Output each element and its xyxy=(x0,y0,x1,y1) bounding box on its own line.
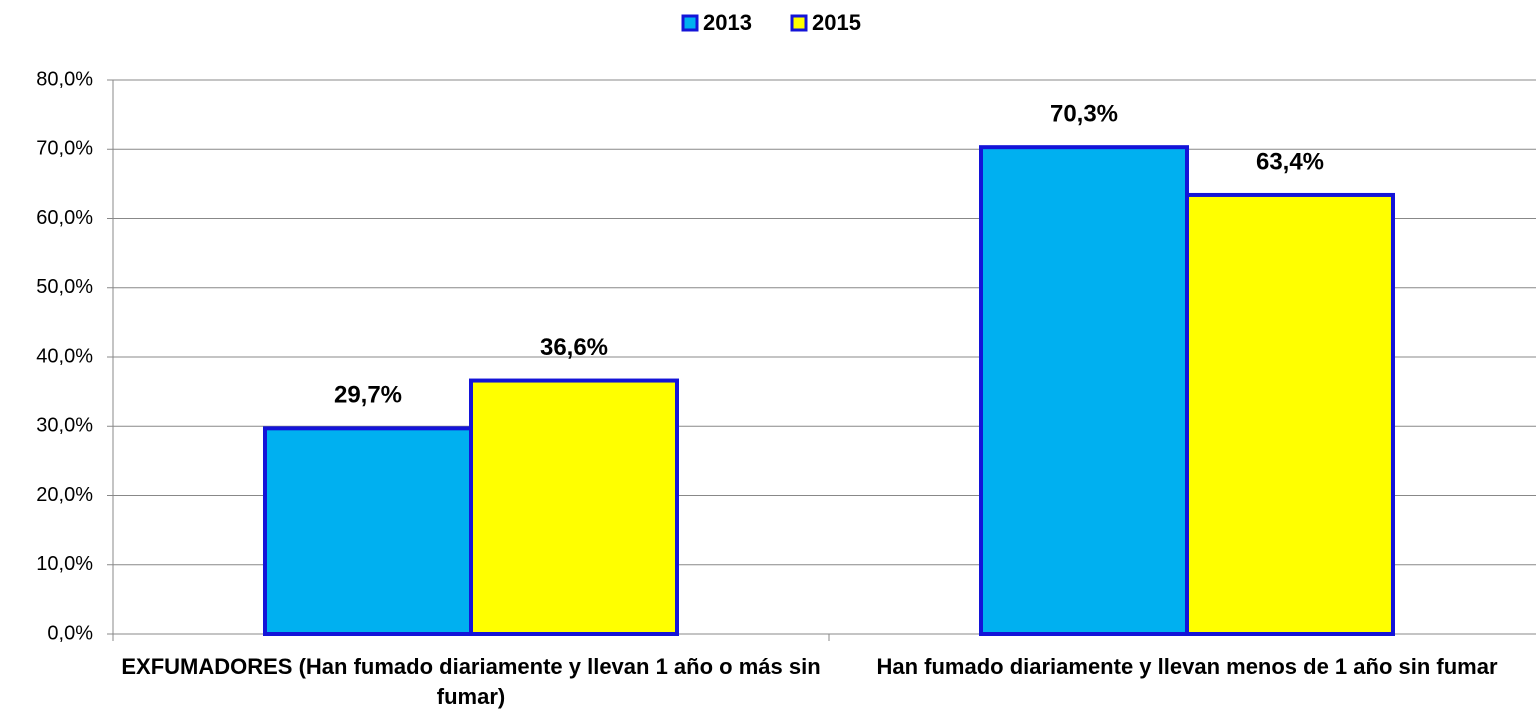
y-tick-label: 70,0% xyxy=(36,138,93,160)
y-tick-label: 10,0% xyxy=(36,553,93,575)
data-label: 70,3% xyxy=(1050,101,1118,128)
data-label: 36,6% xyxy=(540,334,608,361)
y-tick-label: 60,0% xyxy=(36,207,93,229)
y-tick-label: 20,0% xyxy=(36,484,93,506)
legend-label: 2015 xyxy=(812,10,861,35)
legend-swatch xyxy=(790,14,808,32)
bar xyxy=(263,426,473,637)
legend-swatch xyxy=(681,14,699,32)
y-tick-label: 40,0% xyxy=(36,345,93,367)
bar xyxy=(979,145,1189,637)
legend-label: 2013 xyxy=(703,10,752,35)
y-tick-label: 30,0% xyxy=(36,415,93,437)
y-tick-label: 50,0% xyxy=(36,276,93,298)
data-label: 29,7% xyxy=(334,382,402,409)
bar xyxy=(1185,192,1395,637)
data-label: 63,4% xyxy=(1256,148,1324,175)
x-tick-label: Han fumado diariamente y llevan menos de… xyxy=(876,654,1498,679)
y-tick-label: 80,0% xyxy=(36,68,93,90)
bar xyxy=(469,378,679,637)
y-tick-label: 0,0% xyxy=(47,622,93,644)
x-tick-label: EXFUMADORES (Han fumado diariamente y ll… xyxy=(121,654,821,709)
